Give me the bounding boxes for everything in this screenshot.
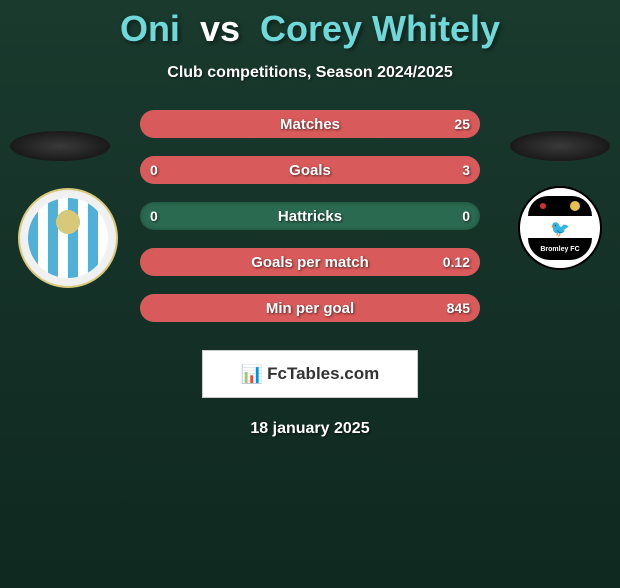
stat-row: Goals per match 0.12 [140, 248, 480, 276]
brand-box: 📊 FcTables.com [202, 350, 418, 398]
player1-name: Oni [120, 8, 180, 49]
date-text: 18 january 2025 [0, 420, 620, 438]
stat-left-value: 0 [150, 162, 158, 178]
stat-left-value: 0 [150, 208, 158, 224]
subtitle: Club competitions, Season 2024/2025 [0, 64, 620, 82]
badge-bromley-top [528, 196, 592, 216]
raven-icon: 🐦 [550, 219, 570, 239]
stat-row: 0 Hattricks 0 [140, 202, 480, 230]
vs-text: vs [200, 8, 240, 49]
stat-label: Min per goal [266, 300, 354, 317]
stat-right-value: 3 [462, 162, 470, 178]
stat-label: Goals [289, 162, 331, 179]
player1-avatar-slot [10, 131, 110, 161]
stat-label: Goals per match [251, 254, 369, 271]
stat-right-value: 25 [454, 116, 470, 132]
brand-text: FcTables.com [267, 364, 379, 384]
stat-row: Min per goal 845 [140, 294, 480, 322]
badge-colchester-stripes [28, 198, 108, 278]
stat-right-value: 845 [447, 300, 470, 316]
stat-right-value: 0 [462, 208, 470, 224]
player2-name: Corey Whitely [260, 8, 500, 49]
comparison-title: Oni vs Corey Whitely [0, 8, 620, 50]
player2-avatar-slot [510, 131, 610, 161]
stat-label: Hattricks [278, 208, 342, 225]
stat-row: 0 Goals 3 [140, 156, 480, 184]
stat-label: Matches [280, 116, 340, 133]
player1-club-badge [18, 188, 118, 288]
badge-colchester-eagle [28, 198, 108, 278]
stat-row: Matches 25 [140, 110, 480, 138]
player2-club-badge: 🐦 Bromley FC [518, 186, 602, 270]
badge-bromley-bot: Bromley FC [528, 238, 592, 260]
chart-icon: 📊 [241, 364, 263, 385]
stat-right-value: 0.12 [443, 254, 470, 270]
